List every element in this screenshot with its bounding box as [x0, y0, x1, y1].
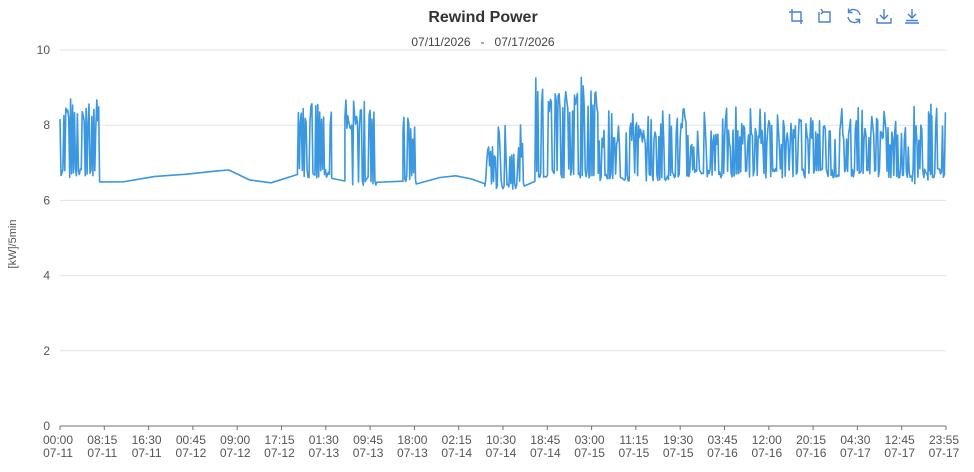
x-tick-time: 08:15 [87, 433, 117, 447]
x-tick-time: 03:00 [575, 433, 605, 447]
x-tick-date: 07-14 [530, 446, 561, 460]
x-tick-date: 07-13 [397, 446, 428, 460]
x-tick-date: 07-11 [87, 446, 117, 460]
y-tick-label: 2 [43, 344, 50, 358]
y-tick-label: 10 [37, 43, 51, 57]
x-tick-date: 07-17 [840, 446, 871, 460]
x-tick-time: 00:45 [176, 433, 206, 447]
y-tick-label: 4 [43, 269, 50, 283]
x-tick-date: 07-17 [929, 446, 960, 460]
zoom-reset-icon[interactable] [814, 6, 834, 26]
x-tick-time: 16:30 [132, 433, 162, 447]
x-tick-date: 07-12 [264, 446, 295, 460]
x-tick-date: 07-12 [220, 446, 251, 460]
x-tick-date: 07-12 [176, 446, 207, 460]
y-tick-label: 6 [43, 193, 50, 207]
x-tick-time: 09:00 [220, 433, 250, 447]
x-tick-date: 07-14 [486, 446, 517, 460]
export-icon[interactable] [902, 6, 922, 26]
chart-title: Rewind Power [428, 9, 538, 26]
x-tick-time: 20:15 [796, 433, 826, 447]
x-tick-date: 07-17 [884, 446, 915, 460]
x-tick-date: 07-11 [132, 446, 162, 460]
y-tick-label: 8 [43, 118, 50, 132]
chart-date-range: 07/11/2026 - 07/17/2026 [411, 35, 555, 49]
x-tick-time: 03:45 [707, 433, 737, 447]
x-tick-time: 00:00 [43, 433, 73, 447]
x-tick-date: 07-16 [707, 446, 738, 460]
save-as-image-icon[interactable] [874, 6, 894, 26]
x-tick-date: 07-16 [796, 446, 827, 460]
x-tick-time: 11:15 [619, 433, 648, 447]
zoom-in-icon[interactable] [786, 6, 806, 26]
x-tick-time: 01:30 [309, 433, 339, 447]
x-tick-time: 18:45 [530, 433, 560, 447]
x-tick-date: 07-15 [574, 446, 605, 460]
x-tick-date: 07-15 [619, 446, 650, 460]
x-tick-date: 07-11 [43, 446, 73, 460]
x-tick-date: 07-14 [441, 446, 472, 460]
x-tick-date: 07-16 [751, 446, 782, 460]
x-tick-date: 07-13 [308, 446, 339, 460]
x-tick-time: 18:00 [397, 433, 427, 447]
x-tick-date: 07-13 [353, 446, 384, 460]
x-tick-time: 04:30 [840, 433, 870, 447]
x-tick-date: 07-15 [663, 446, 694, 460]
x-tick-time: 02:15 [442, 433, 472, 447]
x-tick-time: 09:45 [353, 433, 383, 447]
x-tick-time: 23:55 [929, 433, 959, 447]
x-tick-time: 12:00 [752, 433, 782, 447]
series-line [59, 76, 947, 190]
x-tick-time: 17:15 [264, 433, 294, 447]
x-tick-time: 19:30 [663, 433, 693, 447]
restore-icon[interactable] [844, 6, 864, 26]
x-tick-time: 10:30 [486, 433, 516, 447]
x-tick-time: 12:45 [885, 433, 915, 447]
y-tick-label: 0 [43, 419, 50, 433]
